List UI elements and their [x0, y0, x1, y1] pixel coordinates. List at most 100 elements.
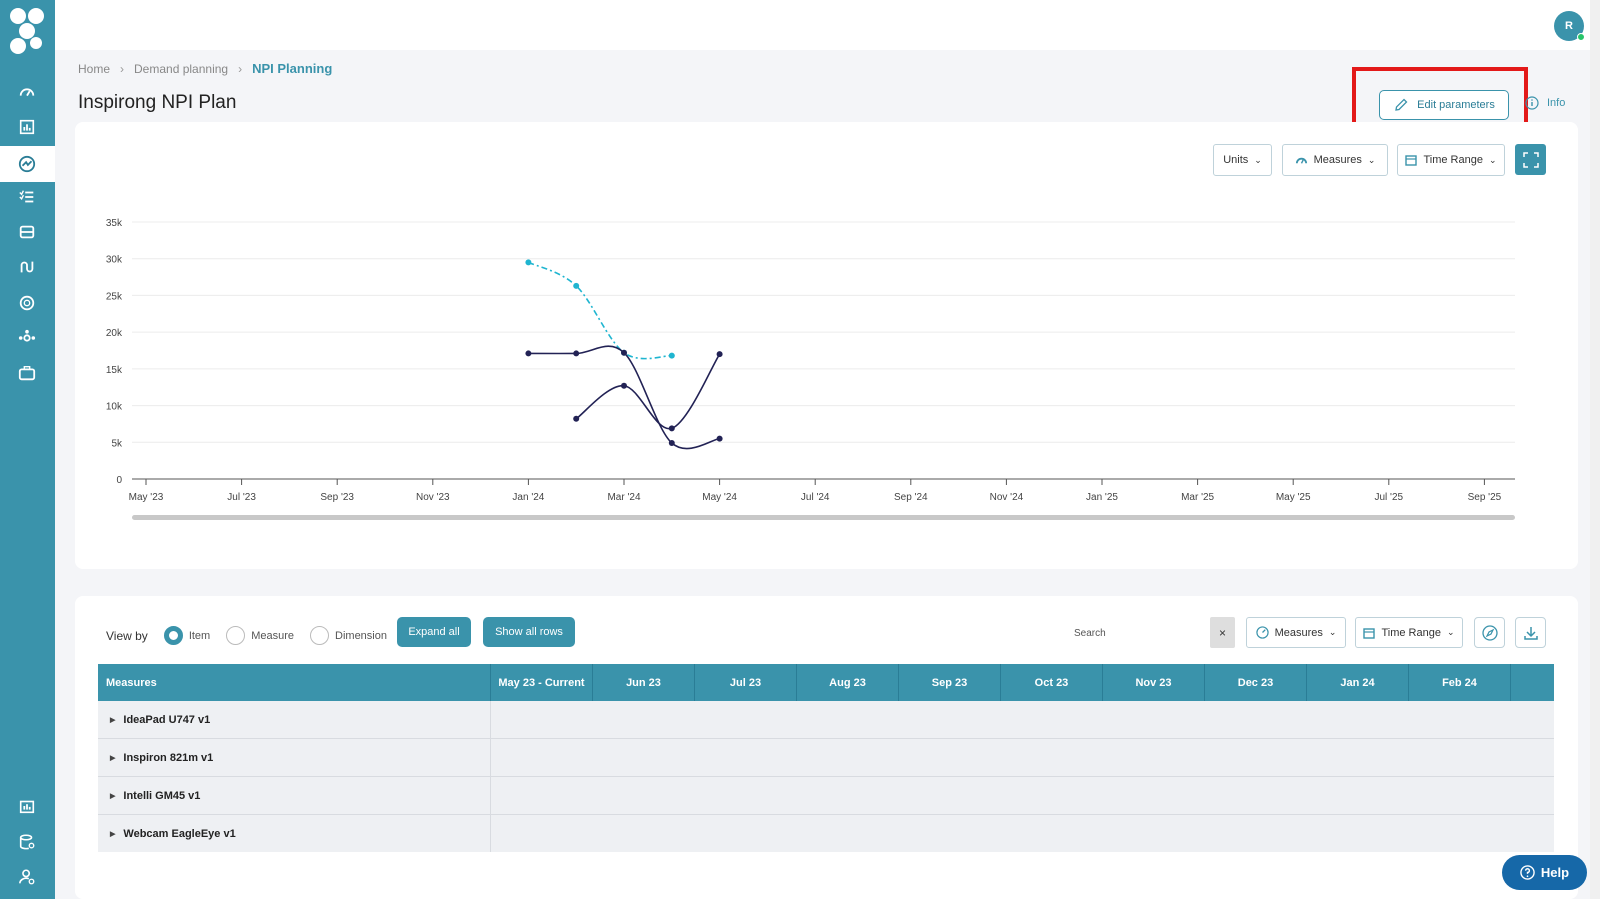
report-icon[interactable]: [16, 795, 38, 817]
chart-card: [75, 122, 1578, 569]
units-label: Units: [1223, 154, 1249, 166]
table-row[interactable]: ▶ Intelli GM45 v1: [98, 777, 1554, 815]
line-chart: 0 5k 10k 15k 20k 25k 30k 35k May '23 Jul '23 Sep '…: [106, 218, 1515, 520]
view-by-dimension-radio[interactable]: Dimension: [310, 626, 387, 645]
measures-dropdown[interactable]: Measures ⌄: [1282, 144, 1388, 176]
data-point: [573, 282, 580, 289]
table-row[interactable]: ▶ IdeaPad U747 v1: [98, 701, 1554, 739]
chevron-down-icon: ⌄: [1446, 627, 1455, 637]
briefcase-icon[interactable]: [16, 362, 38, 384]
info-link[interactable]: Info: [1525, 96, 1565, 110]
time-range-dropdown[interactable]: Time Range ⌄: [1397, 144, 1505, 176]
y-tick-label: 20k: [106, 328, 123, 339]
trend-icon[interactable]: [16, 153, 38, 175]
table-measures-dropdown[interactable]: Measures ⌄: [1246, 617, 1346, 648]
measures-label: Measures: [1313, 154, 1362, 166]
data-point: [621, 382, 627, 389]
data-point: [716, 435, 723, 442]
calendar-icon: [1363, 627, 1376, 639]
table-time-range-dropdown[interactable]: Time Range ⌄: [1355, 617, 1463, 648]
inventory-icon[interactable]: [16, 221, 38, 243]
breadcrumb-home[interactable]: Home: [78, 61, 111, 76]
grid-header-measures[interactable]: Measures: [98, 664, 491, 701]
data-point: [573, 350, 580, 357]
checklist-icon[interactable]: [16, 186, 38, 208]
caret-right-icon[interactable]: ▶: [110, 830, 116, 838]
caret-right-icon[interactable]: ▶: [110, 716, 116, 724]
row-label: Inspiron 821m v1: [123, 751, 214, 764]
chevron-down-icon: ⌄: [1488, 154, 1497, 165]
data-point: [716, 351, 723, 358]
dashboard-gauge-icon[interactable]: [16, 81, 38, 103]
measures-icon: [1295, 157, 1307, 164]
table-row[interactable]: ▶ Webcam EagleEye v1: [98, 815, 1554, 852]
row-label: Intelli GM45 v1: [123, 789, 201, 802]
row-label: IdeaPad U747 v1: [123, 713, 211, 726]
grid-header-col[interactable]: Jun 23: [593, 664, 695, 701]
grid-header-col[interactable]: Oct 23: [1001, 664, 1103, 701]
scrollbar[interactable]: [1590, 0, 1600, 899]
x-tick-label: Sep '25: [1468, 492, 1502, 503]
view-by-group: View by Item Measure Dimension: [106, 626, 387, 645]
help-button[interactable]: Help: [1502, 855, 1587, 890]
search-label[interactable]: Search: [1074, 628, 1106, 639]
view-by-item-label: Item: [188, 629, 211, 642]
grid-header-col[interactable]: Nov 23: [1103, 664, 1205, 701]
grid-header-col[interactable]: Dec 23: [1205, 664, 1307, 701]
fullscreen-button[interactable]: [1515, 144, 1546, 175]
download-button[interactable]: [1515, 617, 1546, 648]
table-row[interactable]: ▶ Inspiron 821m v1: [98, 739, 1554, 777]
caret-right-icon[interactable]: ▶: [110, 754, 116, 762]
grid-header-col[interactable]: May 23 - Current: [491, 664, 593, 701]
series-line-2: [575, 353, 721, 430]
database-settings-icon[interactable]: [16, 831, 38, 853]
user-settings-icon[interactable]: [16, 866, 38, 888]
download-icon: [1523, 626, 1538, 640]
pencil-icon: [1395, 98, 1408, 111]
network-icon[interactable]: [16, 327, 38, 349]
y-tick-label: 0: [116, 475, 122, 486]
x-tick-label: Jan '24: [512, 492, 544, 503]
x-tick-label: Jan '25: [1086, 492, 1118, 503]
y-tick-label: 30k: [106, 255, 123, 266]
data-point: [573, 415, 580, 422]
compass-button[interactable]: [1474, 617, 1505, 648]
route-icon[interactable]: [16, 256, 38, 278]
page-title: Inspirong NPI Plan: [78, 92, 237, 113]
caret-right-icon[interactable]: ▶: [110, 792, 116, 800]
view-by-item-radio[interactable]: Item: [163, 626, 211, 645]
grid-header-col[interactable]: Jul 23: [695, 664, 797, 701]
x-tick-label: Jul '25: [1375, 492, 1404, 503]
units-dropdown[interactable]: Units ⌄: [1213, 144, 1272, 176]
ai-icon[interactable]: [16, 292, 38, 314]
fullscreen-icon: [1522, 151, 1539, 168]
row-label: Webcam EagleEye v1: [123, 827, 236, 840]
breadcrumb-demand-planning[interactable]: Demand planning: [134, 61, 229, 76]
bar-chart-icon[interactable]: [16, 116, 38, 138]
data-point: [668, 352, 675, 359]
grid-header-col[interactable]: Jan 24: [1307, 664, 1409, 701]
data-point: [621, 349, 627, 356]
grid-header-col[interactable]: Aug 23: [797, 664, 899, 701]
edit-parameters-button[interactable]: Edit parameters: [1379, 90, 1509, 120]
x-tick-label: Jul '24: [801, 492, 830, 503]
grid-header-col[interactable]: Feb 24: [1409, 664, 1511, 701]
view-by-label: View by: [106, 628, 148, 643]
data-point: [668, 425, 675, 432]
compass-icon: [1481, 624, 1498, 641]
question-icon: [1520, 865, 1535, 880]
view-by-dimension-label: Dimension: [335, 629, 387, 642]
help-label: Help: [1540, 865, 1570, 880]
view-by-measure-label: Measure: [251, 629, 295, 642]
data-point: [525, 350, 532, 357]
measures-icon: [1255, 626, 1269, 639]
info-label: Info: [1547, 97, 1566, 109]
x-tick-label: Nov '24: [990, 492, 1024, 503]
grid-header-col[interactable]: Sep 23: [899, 664, 1001, 701]
clear-search-button[interactable]: ×: [1210, 617, 1235, 648]
view-by-measure-radio[interactable]: Measure: [226, 626, 294, 645]
expand-all-button[interactable]: Expand all: [397, 617, 471, 647]
table-measures-label: Measures: [1274, 626, 1323, 639]
radio-selected-icon: [163, 626, 183, 645]
show-all-rows-button[interactable]: Show all rows: [483, 617, 575, 647]
